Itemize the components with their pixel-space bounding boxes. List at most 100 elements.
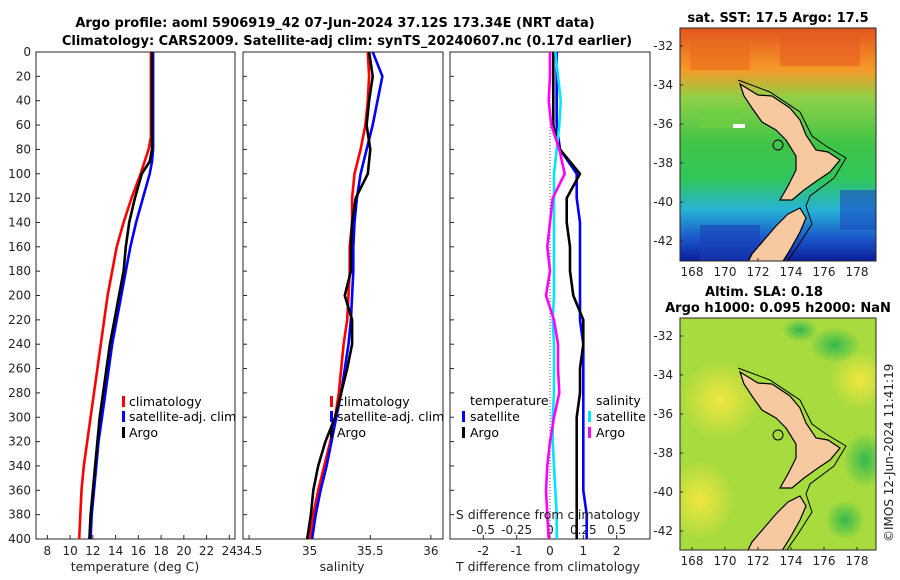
legend-swatch-satellite <box>122 411 125 422</box>
x-tick-label: 35.5 <box>357 544 384 558</box>
salinity-difference-xlabel: S difference from climatology <box>456 507 641 522</box>
series-t-argo <box>551 52 585 539</box>
latitude-tick-label: -36 <box>653 407 673 421</box>
sst-map-title: sat. SST: 17.5 Argo: 17.5 <box>687 11 868 26</box>
depth-tick-label: 260 <box>8 362 31 376</box>
longitude-tick-label: 168 <box>681 554 704 568</box>
x-tick-label: 34.5 <box>236 544 263 558</box>
salinity-legend: climatology satellite-adj. clim Argo <box>330 394 444 440</box>
legend-label-t-argo: Argo <box>470 425 499 440</box>
difference-xlabel: T difference from climatology <box>455 559 641 574</box>
latitude-tick-label: -32 <box>653 329 673 343</box>
longitude-tick-label: 174 <box>780 265 803 279</box>
depth-tick-label: 80 <box>16 142 31 156</box>
legend-swatch-climatology <box>122 396 125 407</box>
x-tick-label: 2 <box>613 544 621 558</box>
latitude-tick-label: -42 <box>653 524 673 538</box>
salinity-diff-tick-label: 0.5 <box>607 523 626 537</box>
depth-tick-label: 240 <box>8 337 31 351</box>
legend-label-climatology: climatology <box>337 394 410 409</box>
depth-tick-label: 380 <box>8 508 31 522</box>
legend-swatch-t-argo <box>462 427 465 438</box>
imos-timestamp: ©IMOS 12-Jun-2024 11:41:19 <box>882 364 896 542</box>
south-island-land <box>747 495 807 550</box>
figure-title-line2: Climatology: CARS2009. Satellite-adj cli… <box>62 34 632 49</box>
legend-swatch-argo <box>122 427 125 438</box>
series-satellite-adj-clim <box>310 51 384 540</box>
argo-position-marker <box>772 429 784 441</box>
legend-label-climatology: climatology <box>129 394 202 409</box>
x-tick-label: 22 <box>199 544 214 558</box>
sla-map-subtitle: Argo h1000: 0.095 h2000: NaN <box>665 301 891 316</box>
legend-title-temperature: temperature <box>470 393 549 408</box>
depth-tick-label: 60 <box>16 118 31 132</box>
legend-swatch-argo <box>330 427 333 438</box>
series-argo <box>305 51 375 540</box>
x-tick-label: 20 <box>176 544 191 558</box>
salinity-diff-tick-label: -0.5 <box>472 523 495 537</box>
depth-tick-label: 100 <box>8 167 31 181</box>
salinity-diff-tick-label: -0.25 <box>501 523 532 537</box>
sla-map-title: Altim. SLA: 0.18 <box>705 285 823 300</box>
series-s-argo <box>544 52 567 540</box>
legend-label-argo: Argo <box>337 425 366 440</box>
latitude-tick-label: -36 <box>653 117 673 131</box>
longitude-tick-label: 170 <box>714 265 737 279</box>
latitude-tick-label: -34 <box>653 78 673 92</box>
south-island-land <box>747 207 807 261</box>
legend-label-satellite: satellite-adj. clim <box>129 409 236 424</box>
longitude-tick-label: 176 <box>813 554 836 568</box>
x-tick-label: 18 <box>153 544 168 558</box>
latitude-tick-label: -42 <box>653 234 673 248</box>
latitude-tick-label: -40 <box>653 485 673 499</box>
x-tick-label: 12 <box>85 544 100 558</box>
x-tick-label: 36 <box>423 544 438 558</box>
temperature-xlabel: temperature (deg C) <box>71 559 200 574</box>
legend-swatch-satellite <box>330 411 333 422</box>
series-climatology <box>308 51 371 540</box>
depth-tick-label: 40 <box>16 94 31 108</box>
legend-label-argo: Argo <box>129 425 158 440</box>
longitude-tick-label: 174 <box>780 554 803 568</box>
profile-series <box>77 51 589 540</box>
temperature-axes <box>35 51 236 540</box>
latitude-tick-label: -38 <box>653 446 673 460</box>
argo-position-marker <box>772 139 784 151</box>
latitude-tick-label: -32 <box>653 39 673 53</box>
depth-tick-label: 280 <box>8 386 31 400</box>
series-s-satellite <box>551 51 563 539</box>
series-argo <box>88 52 154 540</box>
north-island-land <box>738 370 841 489</box>
x-tick-label: 8 <box>44 544 52 558</box>
map-axis-ticks: 168 170 172 174 176 178 -32 -34 -36 -38 -40 -42 168 1… <box>653 39 868 568</box>
shelf-contour <box>737 367 847 550</box>
x-tick-label: -1 <box>511 544 523 558</box>
salinity-diff-tick-label: 0.25 <box>570 523 597 537</box>
temperature-legend: climatology satellite-adj. clim Argo <box>122 394 236 440</box>
x-tick-label: 35 <box>302 544 317 558</box>
longitude-tick-label: 178 <box>846 265 869 279</box>
depth-tick-label: 320 <box>8 435 31 449</box>
depth-tick-label: 340 <box>8 459 31 473</box>
legend-swatch-s-argo <box>588 427 591 438</box>
depth-tick-label: 20 <box>16 69 31 83</box>
depth-tick-label: 220 <box>8 313 31 327</box>
shelf-contour <box>737 79 847 261</box>
x-tick-label: 10 <box>62 544 77 558</box>
longitude-tick-label: 170 <box>714 554 737 568</box>
legend-swatch-s-satellite <box>588 411 591 422</box>
longitude-tick-label: 172 <box>747 265 770 279</box>
salinity-axes <box>242 51 444 540</box>
x-tick-label: 0 <box>546 544 554 558</box>
depth-tick-label: 120 <box>8 191 31 205</box>
legend-label-t-satellite: satellite <box>470 409 520 424</box>
sla-map <box>680 318 876 550</box>
depth-tick-label: 200 <box>8 289 31 303</box>
depth-tick-label: 400 <box>8 532 31 546</box>
x-tick-label: 24 <box>222 544 237 558</box>
longitude-tick-label: 176 <box>813 265 836 279</box>
legend-label-satellite: satellite-adj. clim <box>337 409 444 424</box>
missing-data-patch <box>733 124 745 128</box>
salinity-xlabel: salinity <box>320 559 365 574</box>
latitude-tick-label: -38 <box>653 156 673 170</box>
